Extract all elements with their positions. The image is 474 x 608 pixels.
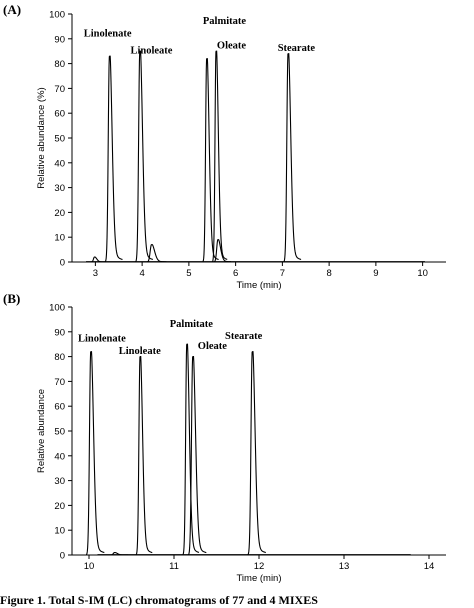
x-axis-label: Time (min) — [236, 280, 281, 291]
y-tick-label: 80 — [54, 59, 65, 70]
chromatogram-peak — [85, 351, 105, 555]
x-tick-label: 6 — [233, 268, 238, 279]
y-tick-label: 30 — [54, 476, 65, 487]
y-tick-label: 80 — [54, 352, 65, 363]
chromatogram-peak — [211, 50, 228, 262]
figure-caption: Figure 1. Total S-IM (LC) chromatograms … — [0, 593, 318, 607]
y-tick-label: 100 — [49, 303, 65, 314]
y-tick-label: 10 — [54, 526, 65, 537]
y-tick-label: 70 — [54, 377, 65, 388]
panel-label: (A) — [3, 2, 21, 17]
x-tick-label: 12 — [254, 561, 265, 572]
peak-annotation: Linolenate — [78, 334, 126, 345]
peak-annotation: Linoleate — [119, 346, 161, 357]
y-tick-label: 60 — [54, 109, 65, 120]
chromatogram-peak — [90, 256, 106, 263]
chromatogram-peak — [202, 58, 219, 262]
x-tick-label: 10 — [417, 268, 428, 279]
y-tick-label: 50 — [54, 134, 65, 145]
x-tick-label: 7 — [280, 268, 285, 279]
x-tick-label: 5 — [186, 268, 191, 279]
y-tick-label: 40 — [54, 451, 65, 462]
y-tick-label: 10 — [54, 233, 65, 244]
y-tick-label: 0 — [60, 551, 65, 562]
x-tick-label: 10 — [84, 561, 95, 572]
chromatogram-peak — [283, 53, 302, 262]
y-tick-label: 100 — [49, 10, 65, 21]
y-tick-label: 40 — [54, 158, 65, 169]
y-axis-label: Relative abundance — [36, 389, 47, 473]
peak-annotation: Oleate — [217, 41, 246, 52]
y-tick-label: 90 — [54, 34, 65, 45]
y-tick-label: 0 — [60, 258, 65, 269]
y-tick-label: 20 — [54, 208, 65, 219]
y-tick-label: 30 — [54, 183, 65, 194]
chromatogram-peak — [104, 55, 123, 262]
peak-annotation: Palmitate — [203, 16, 246, 27]
peak-annotation: Linolenate — [84, 28, 132, 39]
peak-annotation: Oleate — [198, 341, 227, 352]
peak-annotation: Stearate — [278, 43, 316, 54]
chromatogram-peak — [135, 50, 154, 262]
y-axis-label: Relative abundance (%) — [36, 87, 47, 188]
x-tick-label: 3 — [93, 268, 98, 279]
panel-a: (A) 0 10 20 30 40 50 60 70 80 90 100 3 4 5 6 7 8 9 10 Time (… — [3, 2, 446, 291]
peak-annotation: Stearate — [225, 331, 263, 342]
chromatogram-peak — [247, 351, 266, 555]
peak-annotation: Palmitate — [170, 319, 213, 330]
x-tick-label: 11 — [169, 561, 179, 572]
x-tick-label: 14 — [424, 561, 435, 572]
panel-label: (B) — [3, 291, 20, 306]
y-tick-label: 90 — [54, 327, 65, 338]
y-tick-label: 20 — [54, 501, 65, 512]
x-axis-label: Time (min) — [236, 573, 281, 584]
y-tick-label: 70 — [54, 84, 65, 95]
chromatogram-peak — [146, 244, 167, 263]
x-tick-label: 8 — [326, 268, 331, 279]
peak-annotation: Linoleate — [130, 46, 172, 57]
y-tick-label: 50 — [54, 427, 65, 438]
chromatogram-peak — [135, 356, 153, 555]
panel-b: (B) 0 10 20 30 40 50 60 70 80 90 100 10 11 12 13 14 Time … — [3, 291, 446, 584]
x-tick-label: 13 — [339, 561, 350, 572]
x-tick-label: 4 — [139, 268, 144, 279]
y-tick-label: 60 — [54, 402, 65, 413]
chromatogram-peak — [187, 356, 207, 555]
x-tick-label: 9 — [373, 268, 378, 279]
